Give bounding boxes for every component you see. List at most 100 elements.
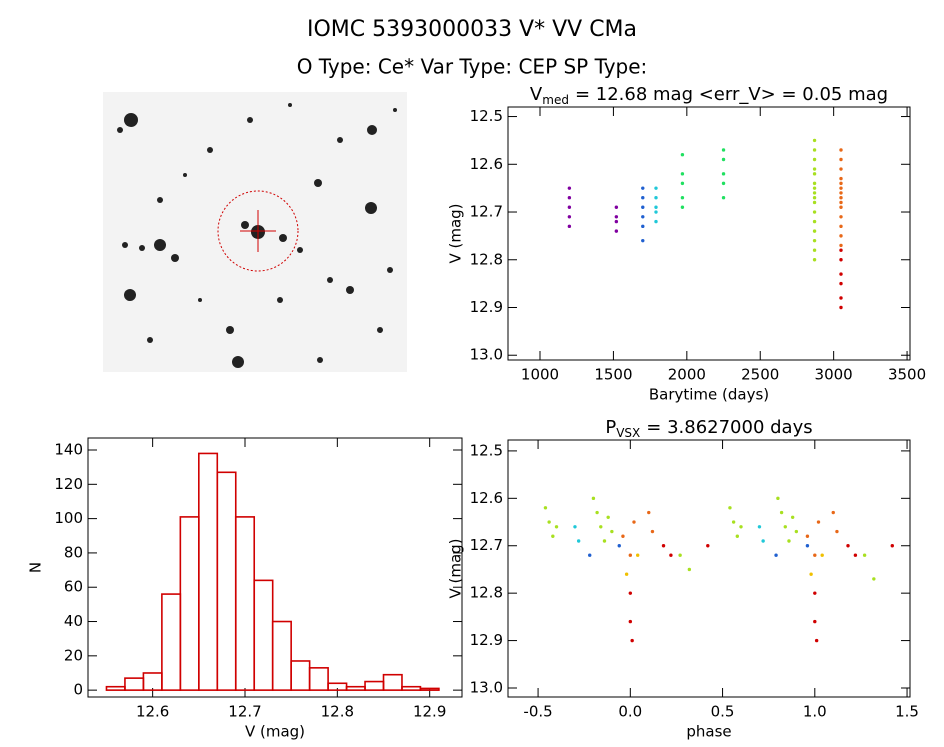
histogram-bar [308, 667, 329, 691]
y-tick-label: 120 [54, 475, 83, 493]
point [654, 186, 658, 190]
point [805, 544, 810, 548]
y-tick-label: 60 [64, 578, 83, 596]
y-tick-label: 12.7 [470, 536, 503, 554]
y-tick-label: 12.5 [470, 107, 503, 125]
point [853, 553, 858, 557]
point [812, 219, 817, 224]
y-tick-label: 12.5 [470, 441, 503, 459]
histogram-bar [161, 593, 182, 691]
stars [117, 103, 397, 368]
x-axis-label: phase [686, 723, 731, 741]
point [839, 305, 843, 310]
point [731, 520, 736, 524]
title-main: P [605, 417, 616, 438]
point [630, 638, 634, 643]
point [812, 138, 817, 143]
point [812, 238, 817, 243]
point [641, 186, 645, 190]
histogram-bar [142, 672, 163, 691]
point [813, 619, 817, 624]
y-tick-label: 12.9 [470, 298, 503, 316]
histogram-bar [234, 516, 256, 691]
point [890, 544, 894, 548]
point [839, 191, 843, 195]
point [839, 234, 843, 238]
point [661, 544, 666, 548]
point [839, 281, 843, 286]
y-axis-label: V (mag) [447, 538, 465, 598]
x-tick-label: 0.5 [711, 703, 735, 721]
point [839, 272, 843, 276]
y-tick-label: 140 [54, 441, 83, 459]
point [650, 529, 655, 534]
point [628, 591, 633, 595]
x-tick-label: 12.8 [321, 703, 354, 721]
point [680, 153, 685, 157]
point [632, 520, 636, 524]
chart-title: Vmed = 12.68 mag <err_V> = 0.05 mag [530, 84, 888, 107]
title-rest: = 12.68 mag <err_V> = 0.05 mag [575, 84, 888, 105]
histogram-bar [382, 673, 403, 691]
point [812, 186, 817, 190]
point [680, 172, 685, 176]
chart-title: PVSX = 3.8627000 days [605, 417, 812, 440]
point [809, 572, 813, 576]
title-subscript: med [542, 93, 569, 107]
point [687, 567, 692, 572]
point [839, 167, 843, 171]
x-tick-label: 12.9 [413, 703, 446, 721]
plot-frame [507, 106, 911, 361]
histogram-bar [364, 680, 385, 691]
target-circle [217, 190, 299, 272]
point [591, 496, 596, 501]
point [641, 224, 645, 229]
point [706, 544, 710, 548]
point [680, 205, 685, 209]
point [839, 296, 843, 300]
x-axis-label: Barytime (days) [649, 386, 769, 404]
point [812, 167, 817, 171]
x-tick-label: -0.5 [523, 703, 552, 721]
point [641, 215, 645, 219]
point [567, 224, 572, 229]
point [628, 619, 633, 624]
point [839, 181, 843, 186]
point [576, 539, 581, 543]
point [617, 544, 621, 548]
point [721, 181, 726, 186]
point [839, 157, 843, 162]
plot-frame [507, 439, 911, 698]
point [812, 258, 817, 262]
point [812, 172, 817, 176]
point [735, 534, 740, 538]
page-title: IOMC 5393000033 V* VV CMa [307, 17, 637, 42]
x-tick-label: 1500 [594, 366, 632, 384]
y-axis-label: V (mag) [447, 203, 465, 263]
point [761, 539, 765, 543]
point [816, 520, 821, 524]
x-tick-label: 2500 [741, 366, 779, 384]
histogram-bar [253, 579, 274, 691]
point [654, 205, 658, 209]
title-main: V [530, 84, 543, 105]
y-tick-label: 80 [64, 543, 83, 561]
point [606, 515, 610, 519]
y-tick-label: 13.0 [470, 346, 503, 364]
x-tick-label: 12.7 [228, 703, 261, 721]
point [774, 553, 778, 557]
point [779, 510, 784, 515]
histogram-bar [290, 660, 311, 691]
y-tick-label: 12.9 [470, 631, 503, 649]
point [813, 591, 817, 595]
point [654, 210, 658, 214]
y-tick-label: 0 [73, 681, 83, 699]
point [547, 520, 551, 524]
point [812, 195, 817, 200]
point [820, 553, 824, 557]
histogram-bar [401, 685, 422, 691]
point [839, 205, 843, 209]
plot-frame [87, 437, 463, 698]
title-rest: = 3.8627000 days [646, 417, 812, 438]
point [839, 224, 843, 229]
